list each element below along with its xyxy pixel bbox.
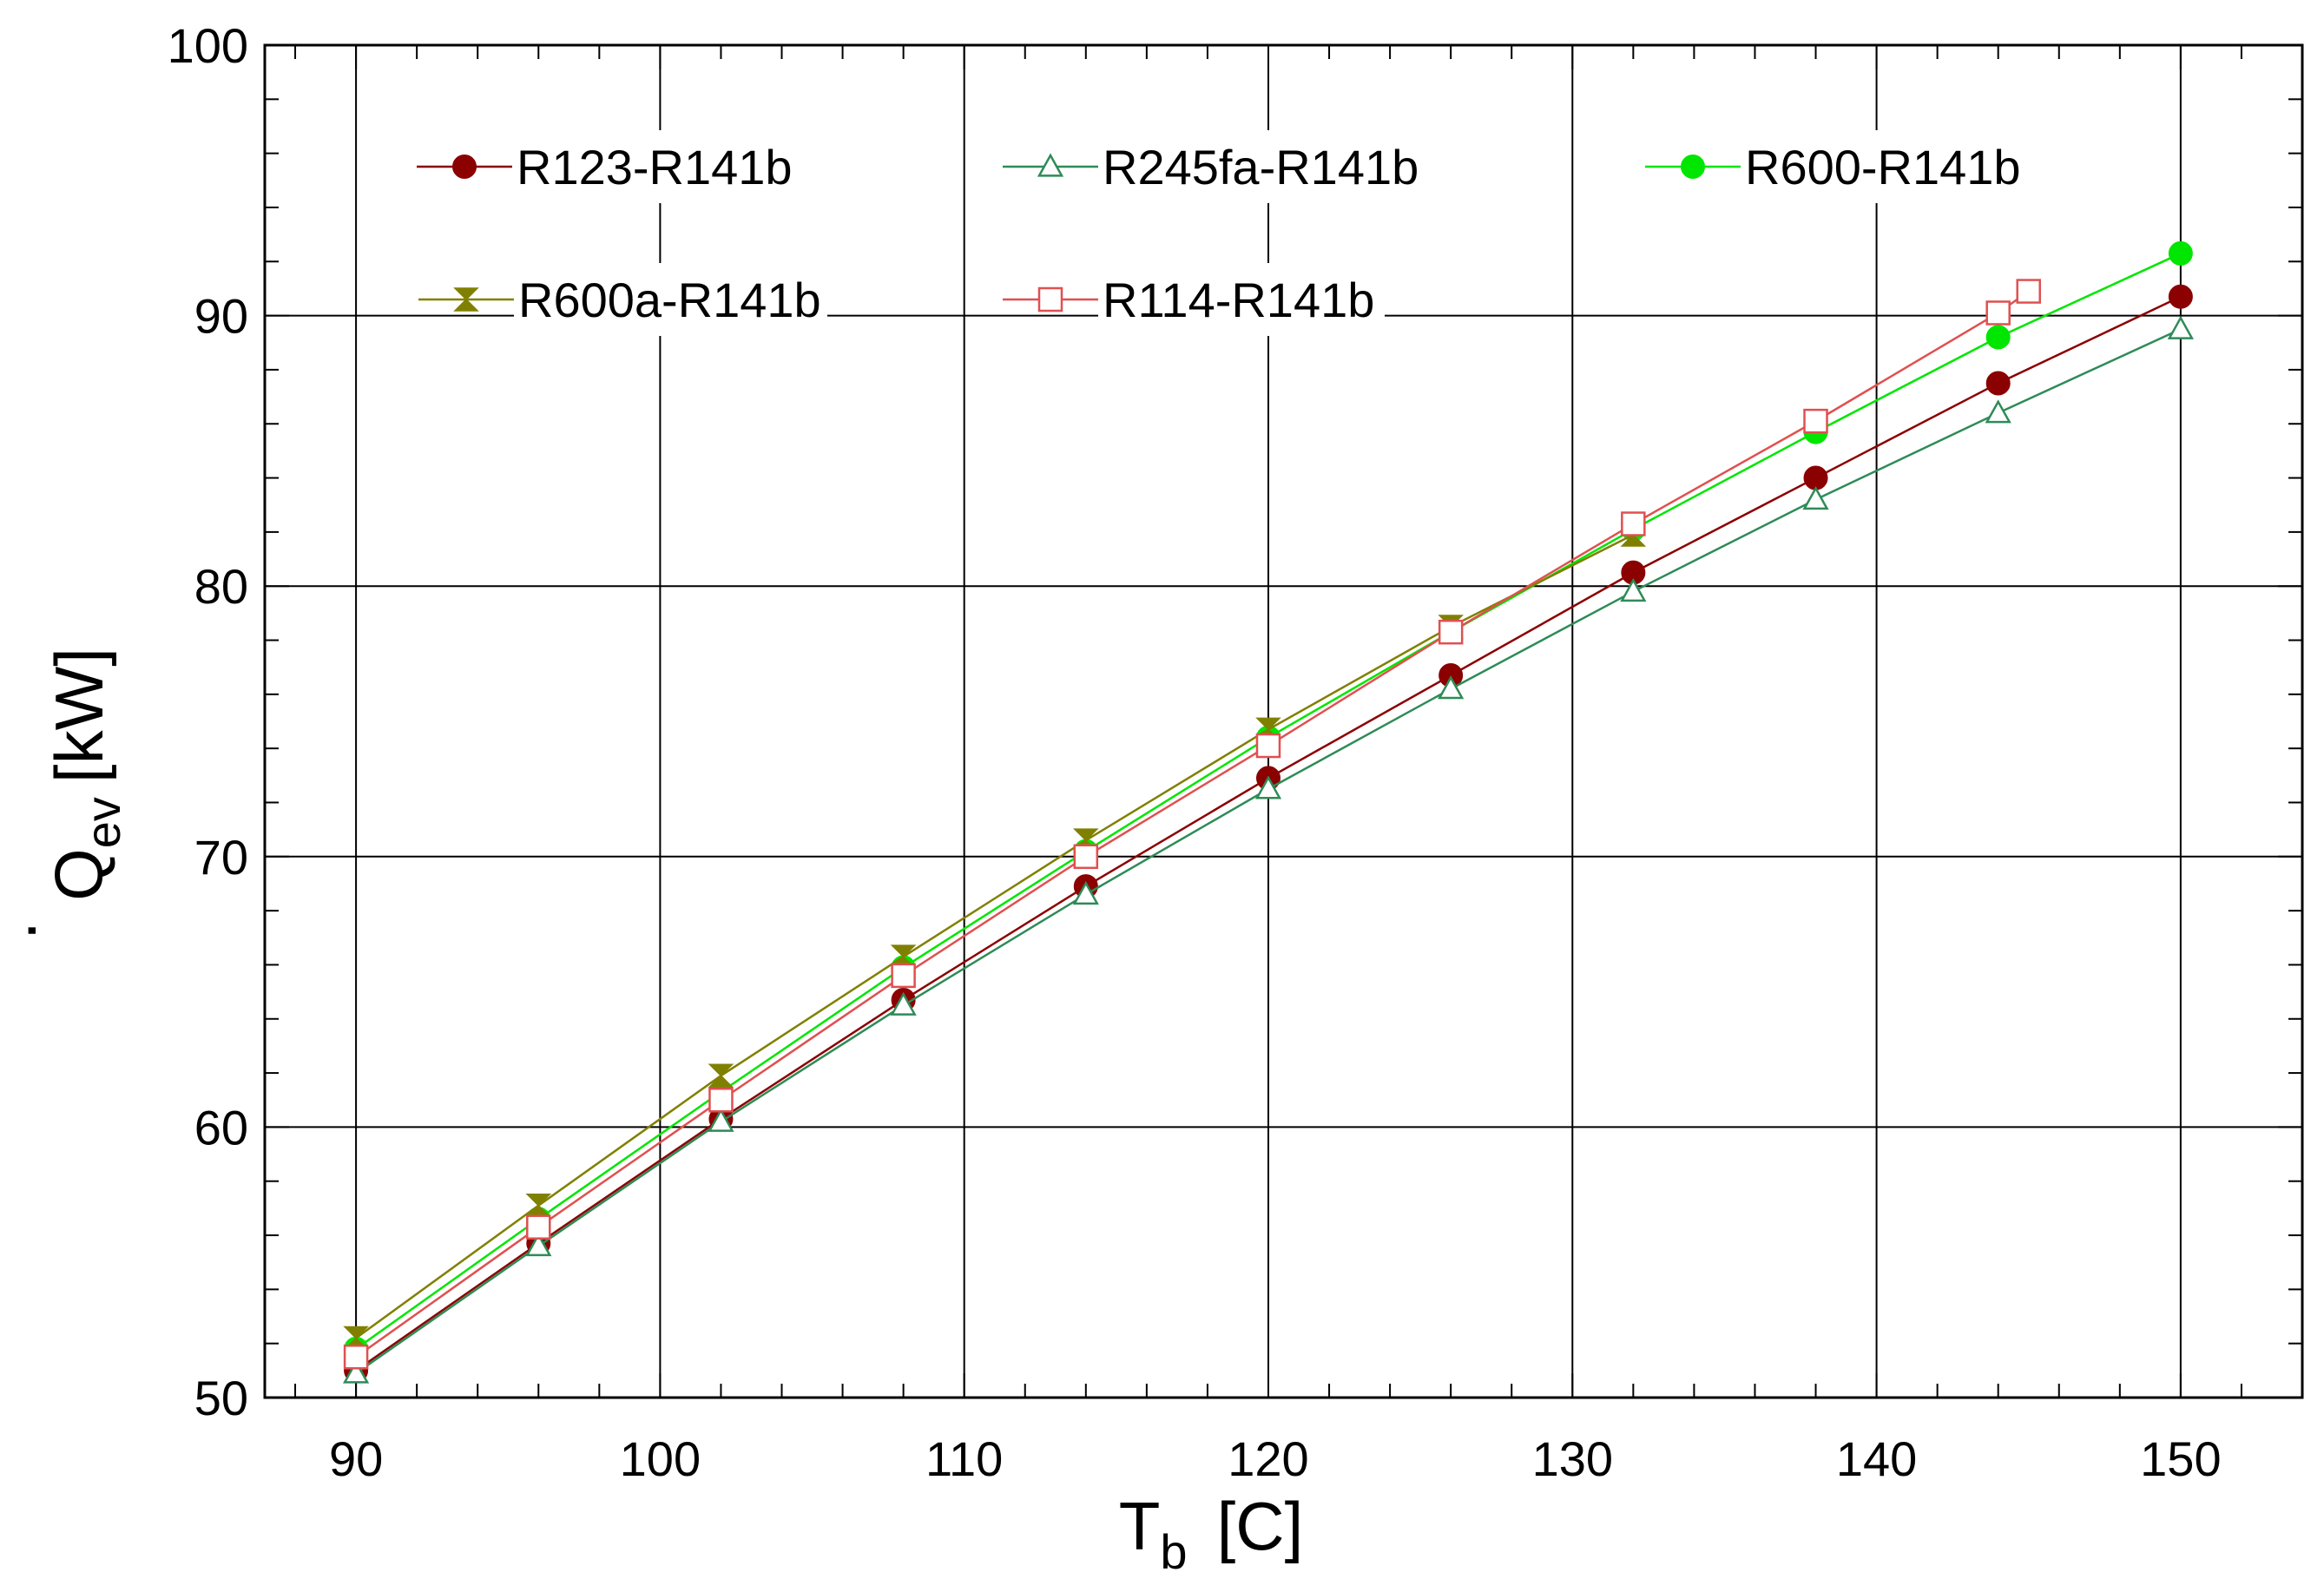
legend-text-backdrop <box>1098 263 1385 336</box>
legend-item: R123-R141b <box>417 130 799 203</box>
legend-label: R600-R141b <box>1745 140 2021 194</box>
legend-item: R114-R141b <box>1003 263 1385 336</box>
y-axis-title-main: Q <box>41 848 117 901</box>
minor-ticks <box>265 44 2303 1398</box>
data-point <box>1985 325 2011 350</box>
y-tick-label: 100 <box>168 18 248 73</box>
x-axis-title-sub: b <box>1160 1524 1187 1579</box>
y-tick-label: 60 <box>194 1100 248 1155</box>
y-tick-label: 80 <box>194 559 248 614</box>
y-tick-label: 70 <box>194 830 248 885</box>
y-axis-title-sub: ev <box>76 797 130 848</box>
data-point <box>2016 279 2041 304</box>
x-tick-label: 120 <box>1228 1431 1308 1486</box>
data-point <box>2168 284 2193 309</box>
data-point <box>1803 408 1828 434</box>
legend-text-backdrop <box>1741 130 2027 203</box>
data-point <box>342 1359 370 1384</box>
y-axis-title: Qev [kW] · <box>0 648 130 942</box>
data-point <box>708 1087 734 1113</box>
data-point <box>1803 465 1828 490</box>
data-point <box>2168 240 2193 266</box>
legend-marker <box>1681 155 1705 179</box>
legend-text-backdrop <box>514 263 827 336</box>
legend-label: R245fa-R141b <box>1103 140 1419 194</box>
plot-frame <box>263 43 2304 1399</box>
legend-item: R600a-R141b <box>418 263 827 336</box>
data-point <box>1985 399 2011 424</box>
legend-marker <box>1037 286 1063 313</box>
legend-item: R245fa-R141b <box>1003 130 1439 203</box>
legend: R123-R141b R245fa-R141b R600-R141b R600a-R1… <box>417 130 2027 336</box>
x-tick-label: 140 <box>1836 1431 1917 1486</box>
series-R245fa-R141b <box>342 315 2195 1384</box>
x-tick-label: 110 <box>925 1431 1003 1486</box>
series-line <box>355 533 1634 1339</box>
x-axis-title-main: T <box>1119 1488 1161 1564</box>
legend-label: R600a-R141b <box>518 273 821 327</box>
data-point <box>1621 511 1646 536</box>
legend-marker <box>1037 153 1064 177</box>
data-point <box>1985 300 2011 326</box>
legend-text-backdrop <box>1098 130 1439 203</box>
y-tick-label: 50 <box>194 1371 248 1425</box>
data-point <box>891 963 916 989</box>
x-tick-label: 100 <box>620 1431 701 1486</box>
legend-marker <box>453 287 479 312</box>
data-point <box>1620 577 1647 602</box>
data-point <box>1802 485 1829 510</box>
svg-text:Qev[kW]: Qev [kW] <box>41 648 130 901</box>
data-point <box>1254 775 1282 799</box>
legend-item: R600-R141b <box>1645 130 2027 203</box>
legend-text-backdrop <box>512 130 799 203</box>
x-tick-label: 90 <box>329 1431 383 1486</box>
x-axis-title-unit: [C] <box>1217 1488 1304 1564</box>
y-tick-labels: 50 60 70 80 90 100 <box>168 18 248 1425</box>
x-tick-labels: 90 100 110 120 130 140 150 <box>329 1431 2222 1486</box>
data-point <box>708 1063 734 1088</box>
x-tick-label: 130 <box>1532 1431 1613 1486</box>
legend-label: R123-R141b <box>517 140 793 194</box>
y-tick-label: 90 <box>194 289 248 344</box>
data-point <box>708 1108 734 1132</box>
data-point <box>1985 371 2011 396</box>
data-point <box>525 1232 552 1257</box>
data-point <box>1255 733 1281 759</box>
data-point <box>1072 880 1099 905</box>
x-axis-title: Tb [C] <box>1119 1488 1303 1579</box>
series-R114-R141b <box>343 279 2041 1370</box>
legend-marker <box>452 155 477 179</box>
legend-label: R114-R141b <box>1103 273 1374 327</box>
y-axis-title-unit: [kW] <box>41 648 117 783</box>
data-point <box>1438 619 1464 645</box>
x-tick-label: 150 <box>2140 1431 2221 1486</box>
data-point <box>343 1345 369 1370</box>
data-point <box>890 991 917 1016</box>
data-point <box>2167 315 2195 339</box>
data-point <box>1438 675 1465 700</box>
data-point <box>1073 844 1099 870</box>
series-layer <box>342 240 2195 1384</box>
y-axis-title-dot: · <box>0 919 65 942</box>
data-point <box>526 1214 551 1240</box>
